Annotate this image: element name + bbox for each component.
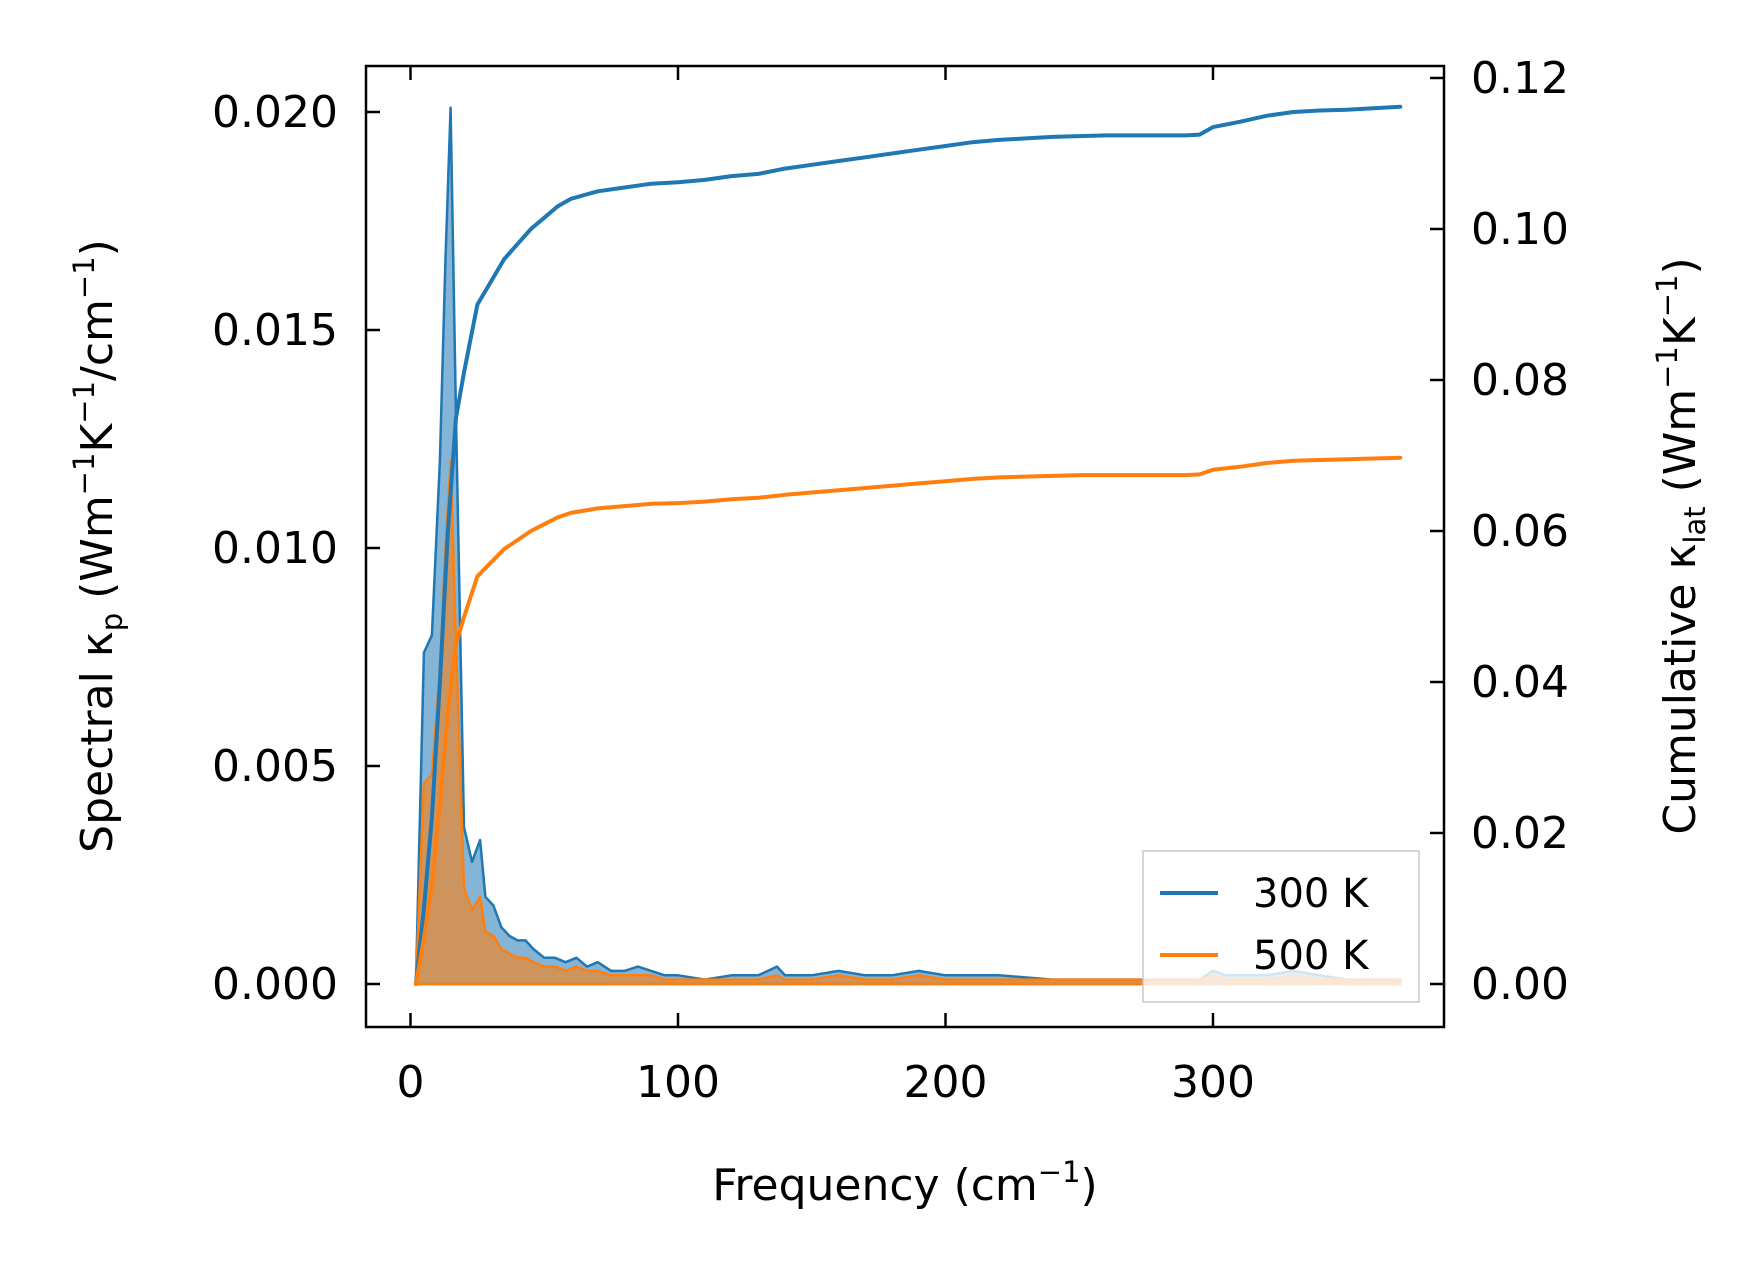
legend-label-300k: 300 K <box>1253 871 1370 917</box>
x-tick-label: 200 <box>904 1057 988 1108</box>
right-y-tick-label: 0.00 <box>1471 959 1569 1010</box>
right-y-tick-label: 0.12 <box>1471 53 1569 104</box>
left-y-tick-label: 0.005 <box>212 741 338 792</box>
left-y-tick-label: 0.010 <box>212 523 338 574</box>
x-tick-label: 0 <box>397 1057 425 1108</box>
x-tick-label: 100 <box>636 1057 720 1108</box>
left-y-tick-label: 0.020 <box>212 87 338 138</box>
legend-label-500k: 500 K <box>1253 933 1370 979</box>
left-y-tick-label: 0.000 <box>212 959 338 1010</box>
series-line-layer <box>413 104 1403 986</box>
right-y-tick-label: 0.08 <box>1471 355 1569 406</box>
right-y-tick-label: 0.06 <box>1471 506 1569 557</box>
cumulative-line-300k <box>413 104 1403 986</box>
x-tick-label: 300 <box>1171 1057 1255 1108</box>
cumulative-line-500k <box>413 455 1403 986</box>
tick-layer: 0 100 200 300 0.000 0.005 0.010 0.015 0.020 0.00 0… <box>212 53 1569 1108</box>
legend: 300 K 500 K <box>1142 850 1420 1003</box>
right-y-tick-label: 0.10 <box>1471 204 1569 255</box>
x-axis-title: Frequency (cm−1) <box>712 1155 1097 1211</box>
plot-frame <box>364 64 1446 1029</box>
legend-box <box>1142 850 1420 1003</box>
right-y-tick-label: 0.02 <box>1471 808 1569 859</box>
left-y-axis-title: Spectral κp (Wm−1K−1/cm−1) <box>67 239 129 853</box>
right-y-tick-label: 0.04 <box>1471 657 1569 708</box>
right-y-axis-title: Cumulative κlat (Wm−1K−1) <box>1650 257 1712 834</box>
left-y-tick-label: 0.015 <box>212 305 338 356</box>
